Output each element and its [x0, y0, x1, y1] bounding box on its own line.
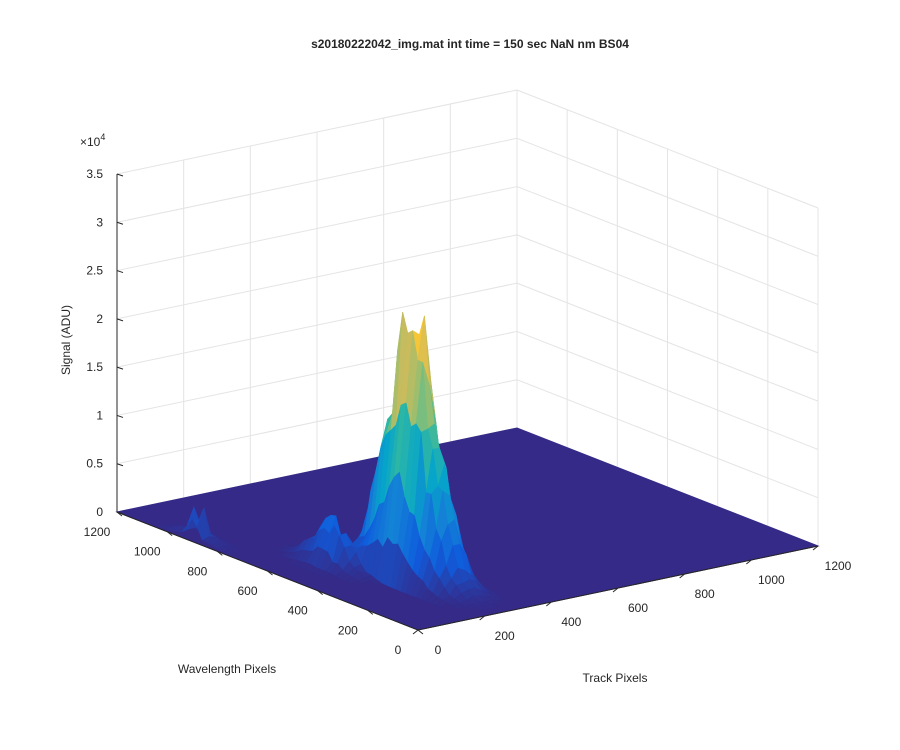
side-gridline-signal	[516, 234, 819, 354]
y-tick-mark	[217, 550, 223, 556]
side-gridline-signal	[516, 89, 819, 209]
surface-layer	[115, 311, 820, 631]
y-tick-label: 400	[288, 604, 308, 618]
y-tick-label: 800	[187, 564, 207, 578]
surface-patch	[475, 605, 489, 611]
side-gridline-signal	[516, 330, 819, 450]
z-tick-mark	[116, 511, 124, 515]
surface-patch	[221, 549, 235, 555]
x-tick-label: 0	[435, 643, 442, 657]
x-tick-mark	[746, 559, 752, 565]
x-tick-mark	[479, 615, 485, 621]
side-gridline-signal	[516, 379, 819, 499]
z-tick-label: 3	[96, 215, 103, 229]
z-tick-mark	[116, 414, 124, 418]
axis-layer: 0200400600800100012000200400600800100012…	[84, 167, 852, 657]
x-axis-label: Track Pixels	[583, 671, 648, 685]
z-tick-label: 0.5	[86, 457, 103, 471]
y-tick-label: 0	[395, 643, 402, 657]
z-tick-mark	[116, 270, 124, 274]
z-tick-label: 0	[96, 505, 103, 519]
x-tick-label: 200	[495, 629, 515, 643]
surface-patch	[463, 603, 477, 610]
y-tick-mark	[166, 531, 173, 537]
z-tick-label: 3.5	[86, 167, 103, 181]
x-tick-label: 400	[561, 615, 581, 629]
side-gridline-signal	[516, 137, 819, 257]
grid-layer	[116, 89, 819, 631]
y-tick-mark	[317, 590, 323, 596]
x-tick-mark	[412, 629, 419, 635]
back-gridline-signal	[116, 137, 518, 223]
back-gridline-signal	[116, 282, 518, 368]
x-tick-label: 1200	[825, 559, 852, 573]
z-axis-label: Signal (ADU)	[59, 305, 73, 375]
back-gridline-signal	[116, 89, 518, 175]
y-tick-label: 1000	[134, 545, 161, 559]
side-gridline-signal	[516, 186, 819, 306]
z-tick-label: 2	[96, 312, 103, 326]
x-tick-mark	[612, 587, 619, 593]
x-tick-label: 800	[695, 587, 715, 601]
chart-title: s20180222042_img.mat int time = 150 sec …	[311, 37, 629, 51]
y-tick-mark	[267, 570, 273, 576]
z-tick-mark	[116, 463, 124, 467]
surface-patch	[345, 576, 359, 584]
surface-patch	[440, 603, 454, 610]
y-axis-label: Wavelength Pixels	[178, 662, 276, 676]
z-exponent-power: 4	[100, 132, 105, 142]
back-gridline-signal	[116, 234, 518, 320]
y-tick-label: 200	[338, 623, 358, 637]
back-gridline-signal	[116, 186, 518, 272]
back-gridline-signal	[116, 379, 518, 465]
x-tick-mark	[812, 545, 819, 551]
z-tick-mark	[116, 173, 124, 177]
back-gridline-signal	[116, 330, 518, 416]
z-tick-mark	[116, 366, 124, 370]
z-tick-label: 1.5	[86, 360, 103, 374]
x-tick-label: 600	[628, 601, 648, 615]
side-gridline-signal	[516, 282, 819, 402]
y-tick-mark	[417, 629, 424, 635]
z-tick-label: 2.5	[86, 264, 103, 278]
surface-patch	[323, 573, 337, 580]
y-tick-mark	[367, 609, 374, 615]
z-tick-mark	[116, 221, 124, 225]
z-exponent-base: ×10	[80, 135, 101, 149]
z-tick-mark	[116, 318, 124, 322]
y-tick-label: 1200	[84, 525, 111, 539]
z-exponent-label: ×104	[80, 132, 105, 149]
x-tick-mark	[546, 601, 552, 607]
y-tick-label: 600	[237, 584, 257, 598]
x-tick-label: 1000	[758, 573, 785, 587]
z-tick-label: 1	[96, 408, 103, 422]
x-tick-mark	[679, 573, 685, 579]
surface-patch	[452, 603, 466, 610]
surface-patch	[361, 580, 376, 587]
